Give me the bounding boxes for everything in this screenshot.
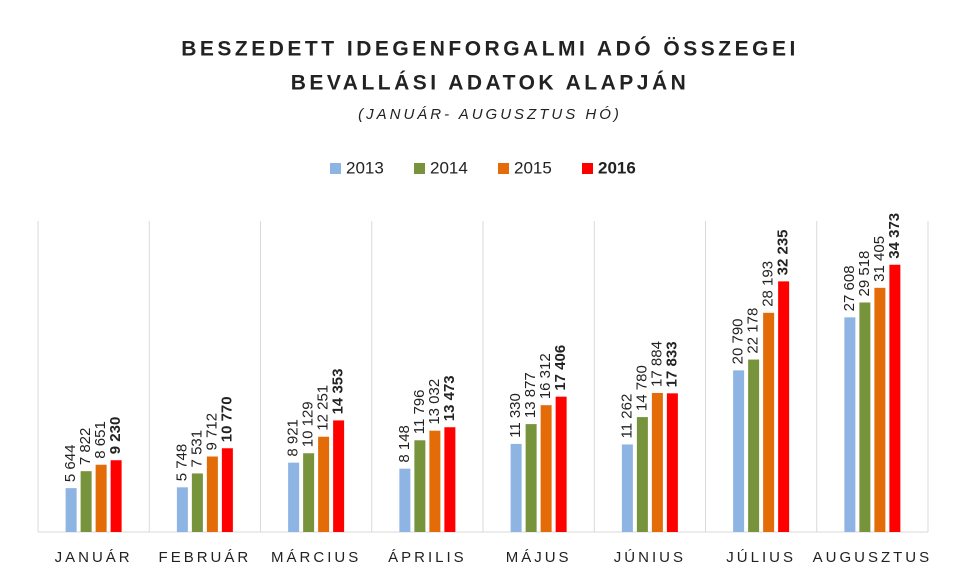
data-label: 10 770 xyxy=(218,396,235,442)
x-tick-label: JANUÁR xyxy=(55,549,133,566)
bar xyxy=(540,405,552,532)
data-label: 14 780 xyxy=(633,365,650,411)
legend-label: 2014 xyxy=(430,158,468,177)
data-label: 11 262 xyxy=(618,394,635,439)
data-label: 11 330 xyxy=(507,393,524,438)
data-label: 11 796 xyxy=(411,390,428,435)
x-tick-label: MÁJUS xyxy=(506,549,572,566)
data-label: 31 405 xyxy=(871,236,888,282)
bar xyxy=(65,488,77,532)
chart-subtitle: (JANUÁR- AUGUSZTUS HÓ) xyxy=(358,106,622,123)
data-label: 8 651 xyxy=(92,421,109,459)
bar xyxy=(636,417,648,532)
data-label: 20 790 xyxy=(730,318,747,364)
data-label: 8 921 xyxy=(285,419,302,457)
bar xyxy=(889,264,901,532)
bar xyxy=(778,281,790,532)
bar xyxy=(399,468,411,532)
bar xyxy=(733,370,745,532)
x-tick-label: FEBRUÁR xyxy=(159,549,252,566)
bar xyxy=(176,487,188,532)
bar xyxy=(191,473,203,532)
x-tick-label: JÚNIUS xyxy=(614,549,686,566)
legend-label: 2015 xyxy=(514,158,552,177)
data-label: 5 748 xyxy=(173,444,190,482)
data-label: 28 193 xyxy=(760,261,777,307)
data-label: 9 230 xyxy=(107,417,124,455)
bar xyxy=(80,471,92,532)
bar xyxy=(318,436,330,532)
data-label: 8 148 xyxy=(396,425,413,463)
x-tick-label: JÚLIUS xyxy=(726,549,796,566)
data-label: 27 608 xyxy=(841,265,858,311)
legend-swatch xyxy=(582,163,593,174)
bar xyxy=(844,317,856,532)
bar xyxy=(429,430,441,532)
data-label: 5 644 xyxy=(62,445,79,483)
chart-title: BESZEDETT IDEGENFORGALMI ADÓ ÖSSZEGEI xyxy=(181,37,799,61)
data-label: 7 531 xyxy=(188,430,205,468)
data-label: 9 712 xyxy=(203,413,220,451)
legend-swatch xyxy=(414,163,425,174)
bar xyxy=(525,424,537,532)
data-label: 16 312 xyxy=(537,353,554,399)
data-label: 17 833 xyxy=(663,341,680,387)
bar xyxy=(444,427,456,532)
bar xyxy=(110,460,122,532)
bar xyxy=(748,359,760,532)
data-label: 29 518 xyxy=(856,251,873,297)
bar xyxy=(206,456,218,532)
bar xyxy=(510,443,522,532)
data-label: 17 406 xyxy=(552,345,569,391)
data-label: 14 353 xyxy=(330,369,347,415)
bar xyxy=(555,396,567,532)
bar xyxy=(221,448,233,532)
bar xyxy=(621,444,633,532)
bar xyxy=(303,453,315,532)
x-tick-label: ÁPRILIS xyxy=(388,549,467,566)
data-label: 10 129 xyxy=(300,401,317,447)
legend-label: 2013 xyxy=(346,158,384,177)
data-label: 17 884 xyxy=(648,341,665,387)
data-label: 22 178 xyxy=(745,308,762,354)
bar xyxy=(333,420,345,532)
chart-title: BEVALLÁSI ADATOK ALAPJÁN xyxy=(291,72,690,95)
data-label: 12 251 xyxy=(315,385,332,431)
bar xyxy=(763,312,775,532)
data-label: 32 235 xyxy=(775,229,792,275)
bar xyxy=(95,464,107,532)
bar xyxy=(874,287,886,532)
bar xyxy=(414,440,426,532)
bar xyxy=(651,392,663,532)
legend-swatch xyxy=(330,163,341,174)
x-tick-label: AUGUSZTUS xyxy=(813,549,933,566)
data-label: 13 877 xyxy=(522,372,539,418)
bar xyxy=(666,393,678,532)
legend-label: 2016 xyxy=(598,158,636,177)
data-label: 13 473 xyxy=(441,375,458,421)
data-label: 34 373 xyxy=(886,213,903,259)
bar xyxy=(288,462,300,532)
legend-swatch xyxy=(498,163,509,174)
data-label: 13 032 xyxy=(426,379,443,425)
x-tick-label: MÁRCIUS xyxy=(271,549,361,566)
bar xyxy=(859,302,871,532)
data-label: 7 822 xyxy=(77,428,94,466)
